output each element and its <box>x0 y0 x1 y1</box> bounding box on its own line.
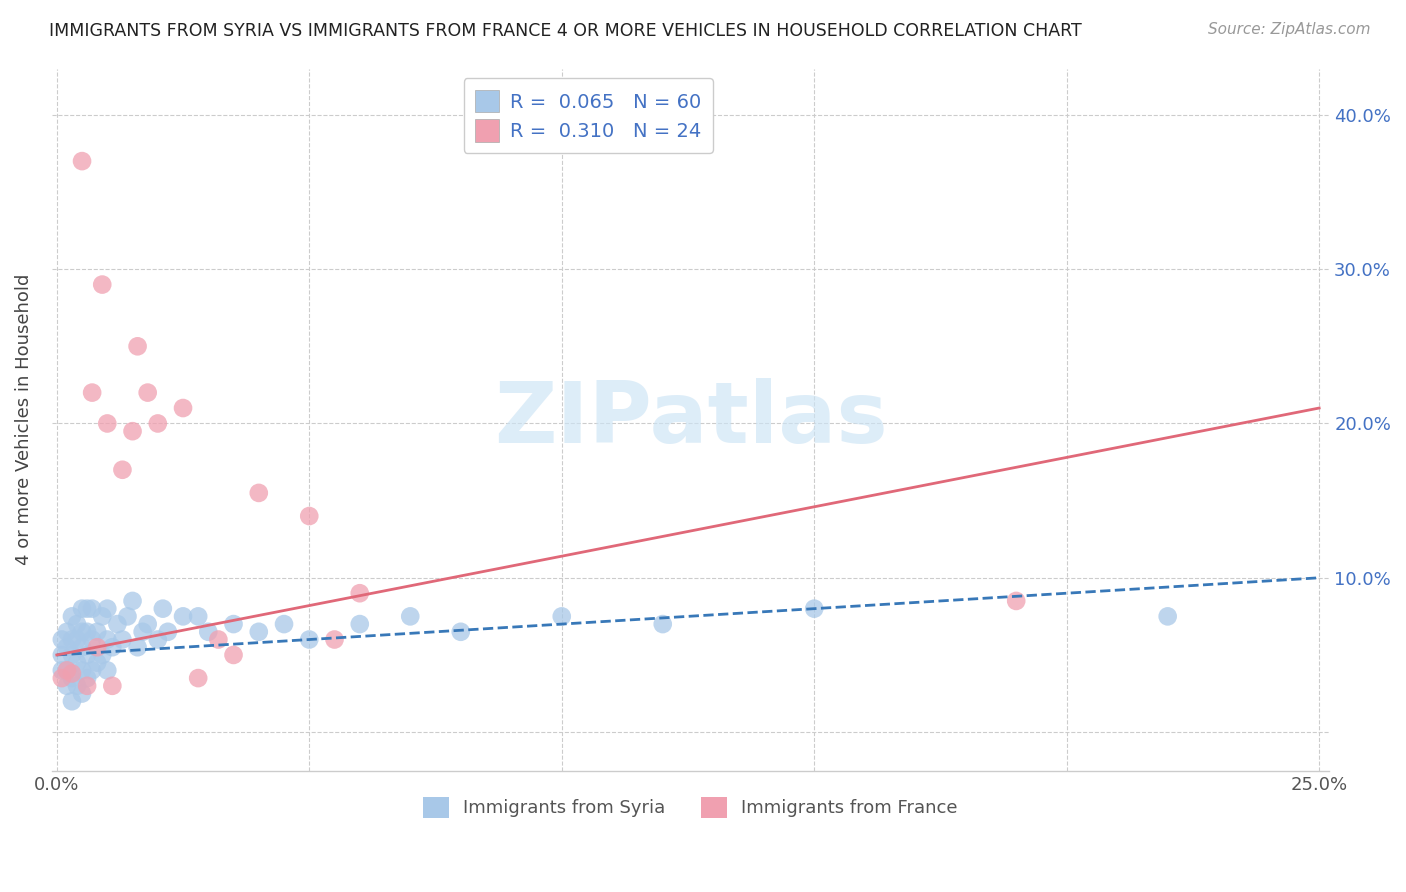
Point <box>91 648 114 662</box>
Y-axis label: 4 or more Vehicles in Household: 4 or more Vehicles in Household <box>15 274 32 566</box>
Point <box>136 385 159 400</box>
Point <box>82 664 104 678</box>
Point <box>117 609 139 624</box>
Point <box>76 601 98 615</box>
Point <box>96 417 118 431</box>
Point <box>172 609 194 624</box>
Point <box>349 586 371 600</box>
Text: ZIPatlas: ZIPatlas <box>494 378 887 461</box>
Point <box>91 609 114 624</box>
Point <box>651 617 673 632</box>
Point <box>247 624 270 639</box>
Point <box>60 632 83 647</box>
Point <box>60 609 83 624</box>
Point <box>136 617 159 632</box>
Point <box>1005 594 1028 608</box>
Point <box>76 679 98 693</box>
Point <box>86 656 108 670</box>
Point <box>1156 609 1178 624</box>
Point <box>111 463 134 477</box>
Point <box>51 632 73 647</box>
Point <box>51 648 73 662</box>
Point <box>82 601 104 615</box>
Text: IMMIGRANTS FROM SYRIA VS IMMIGRANTS FROM FRANCE 4 OR MORE VEHICLES IN HOUSEHOLD : IMMIGRANTS FROM SYRIA VS IMMIGRANTS FROM… <box>49 22 1083 40</box>
Point <box>70 640 93 655</box>
Point <box>86 640 108 655</box>
Point <box>127 640 149 655</box>
Point <box>66 656 89 670</box>
Point <box>146 417 169 431</box>
Point <box>222 648 245 662</box>
Point <box>156 624 179 639</box>
Point <box>101 640 124 655</box>
Point <box>51 671 73 685</box>
Point <box>56 664 79 678</box>
Point <box>66 679 89 693</box>
Point <box>96 601 118 615</box>
Point <box>96 664 118 678</box>
Point <box>298 632 321 647</box>
Point <box>66 632 89 647</box>
Point <box>247 486 270 500</box>
Legend: Immigrants from Syria, Immigrants from France: Immigrants from Syria, Immigrants from F… <box>416 789 965 825</box>
Point <box>66 617 89 632</box>
Point <box>70 154 93 169</box>
Point <box>121 594 143 608</box>
Point <box>399 609 422 624</box>
Point <box>298 509 321 524</box>
Point <box>96 632 118 647</box>
Point <box>187 671 209 685</box>
Point <box>551 609 574 624</box>
Point <box>76 648 98 662</box>
Point <box>91 277 114 292</box>
Point <box>82 385 104 400</box>
Point <box>56 624 79 639</box>
Point <box>86 624 108 639</box>
Point <box>70 664 93 678</box>
Point <box>51 664 73 678</box>
Point <box>222 617 245 632</box>
Text: Source: ZipAtlas.com: Source: ZipAtlas.com <box>1208 22 1371 37</box>
Point <box>349 617 371 632</box>
Point <box>172 401 194 415</box>
Point <box>273 617 295 632</box>
Point <box>111 632 134 647</box>
Point <box>70 601 93 615</box>
Point <box>56 640 79 655</box>
Point <box>152 601 174 615</box>
Point <box>60 694 83 708</box>
Point <box>101 679 124 693</box>
Point <box>70 624 93 639</box>
Point <box>803 601 825 615</box>
Point <box>56 679 79 693</box>
Point <box>60 666 83 681</box>
Point <box>82 632 104 647</box>
Point <box>121 424 143 438</box>
Point <box>105 617 128 632</box>
Point <box>127 339 149 353</box>
Point <box>60 671 83 685</box>
Point <box>197 624 219 639</box>
Point <box>207 632 229 647</box>
Point <box>131 624 153 639</box>
Point <box>70 687 93 701</box>
Point <box>60 648 83 662</box>
Point <box>56 664 79 678</box>
Point <box>146 632 169 647</box>
Point <box>187 609 209 624</box>
Point <box>323 632 346 647</box>
Point <box>450 624 472 639</box>
Point <box>76 671 98 685</box>
Point <box>76 624 98 639</box>
